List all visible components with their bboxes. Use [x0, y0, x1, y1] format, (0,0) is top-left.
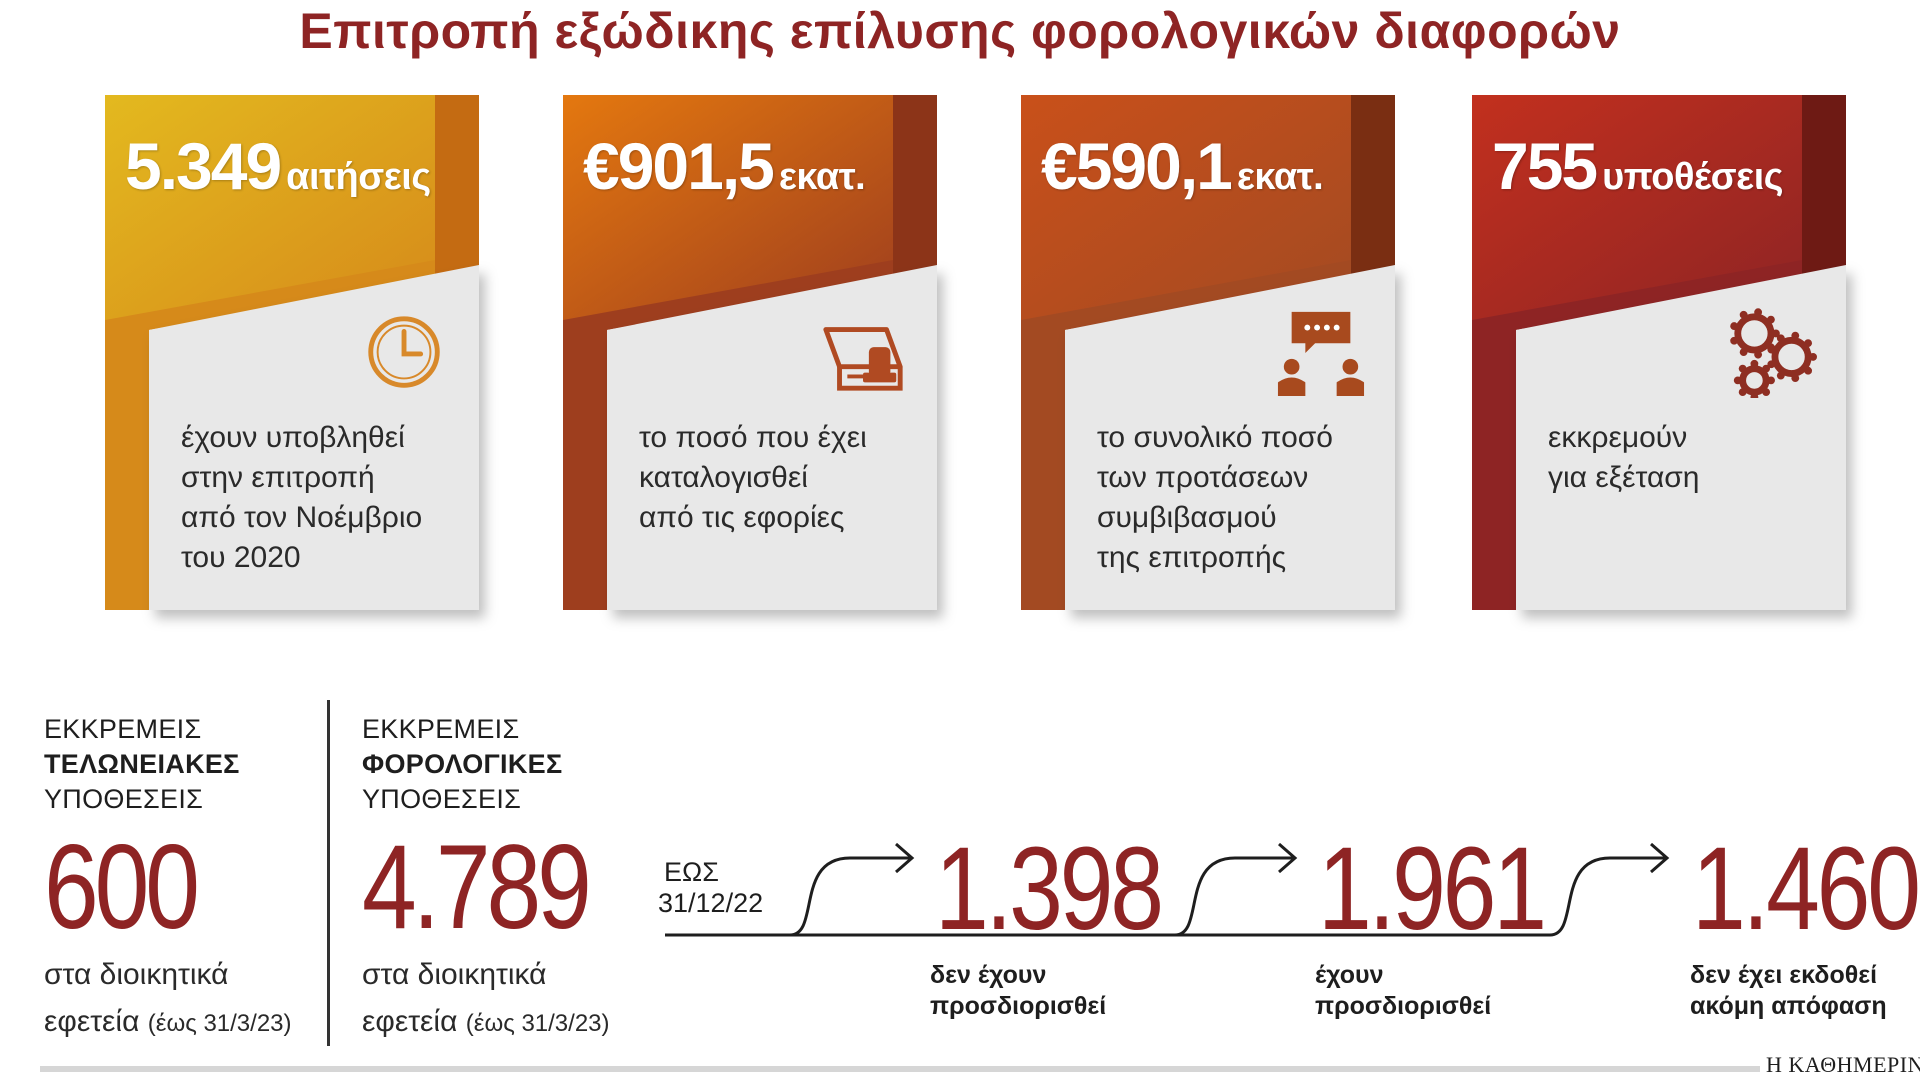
stat-card-4: 755 υποθέσεις εκκρεμούν για εξέταση	[1472, 90, 1872, 630]
card-number: 755	[1492, 129, 1598, 203]
card-unit: υποθέσεις	[1602, 156, 1784, 198]
flow-start-label: ΕΩΣ 31/12/22	[658, 857, 764, 918]
card-unit: αιτήσεις	[286, 156, 431, 198]
card-description-line: έχουν υποβληθεί	[181, 421, 405, 454]
stamp-document-icon	[823, 327, 903, 391]
card-description: έχουν υποβληθεί στην επιτροπή από τον Νοέμ…	[181, 418, 491, 578]
stat-card-3: €590,1 εκατ. το συνολικό ποσό των προτάσεων…	[1021, 90, 1421, 630]
gears-icon	[1730, 308, 1817, 398]
tax-label-2: ΦΟΡΟΛΟΓΙΚΕΣ	[362, 749, 563, 779]
tax-sub-1: στα διοικητικά	[362, 958, 547, 991]
source-credit: Η ΚΑΘΗΜΕΡΙΝΗ	[1766, 1052, 1920, 1077]
customs-label-1: ΕΚΚΡΕΜΕΙΣ	[44, 714, 202, 744]
flow-label-2: έχουν προσδιορισθεί	[1315, 961, 1492, 1020]
customs-sub-1: στα διοικητικά	[44, 958, 229, 991]
card-description-line: από τον Νοέμβριο	[181, 501, 423, 534]
flow-label-1: δεν έχουν προσδιορισθεί	[930, 961, 1107, 1020]
card-description-line: των προτάσεων	[1097, 461, 1309, 494]
card-value: 5.349 αιτήσεις	[125, 128, 505, 204]
clock-icon	[368, 316, 440, 388]
customs-note: (έως 31/3/23)	[147, 1010, 292, 1037]
card-frame	[563, 95, 937, 610]
flow-value-3: 1.460	[1692, 823, 1920, 955]
flow-arrowhead-3	[1650, 842, 1670, 874]
card-description-line: στην επιτροπή	[181, 461, 375, 494]
card-description: το συνολικό ποσό των προτάσεων συμβιβασμού…	[1097, 418, 1407, 578]
card-frame	[105, 95, 479, 610]
flow-curve-2	[1174, 856, 1293, 937]
card-description-line: το συνολικό ποσό	[1097, 421, 1333, 454]
flow-arrowhead-2	[1278, 842, 1298, 874]
bottom-rule	[40, 1066, 1760, 1072]
tax-label-1: ΕΚΚΡΕΜΕΙΣ	[362, 714, 520, 744]
card-number: €590,1	[1041, 129, 1233, 203]
card-description-line: συμβιβασμού	[1097, 501, 1277, 534]
card-description-line: καταλογισθεί	[639, 461, 808, 494]
customs-label-2: ΤΕΛΩΝΕΙΑΚΕΣ	[44, 749, 240, 779]
card-description: εκκρεμούν για εξέταση	[1548, 418, 1858, 498]
stat-card-1: 5.349 αιτήσεις έχουν υποβληθεί στην επιτροπ…	[105, 90, 505, 630]
card-description-line: το ποσό που έχει	[639, 421, 867, 454]
customs-block: ΕΚΚΡΕΜΕΙΣ ΤΕΛΩΝΕΙΑΚΕΣ ΥΠΟΘΕΣΕΙΣ 600 στα …	[44, 712, 292, 1043]
card-description-line: για εξέταση	[1548, 461, 1700, 494]
tax-sub-2: εφετεία (έως 31/3/23)	[362, 1005, 610, 1038]
card-number: €901,5	[583, 129, 775, 203]
card-description-line: του 2020	[181, 541, 301, 574]
card-value: €590,1 εκατ.	[1041, 128, 1421, 204]
card-unit: εκατ.	[778, 156, 866, 198]
flow-value-2: 1.961	[1318, 823, 1547, 955]
tax-label-3: ΥΠΟΘΕΣΕΙΣ	[362, 784, 522, 814]
card-description: το ποσό που έχει καταλογισθεί από τις εφορ…	[639, 418, 949, 538]
flow-value-1: 1.398	[935, 823, 1164, 955]
tax-block: ΕΚΚΡΕΜΕΙΣ ΦΟΡΟΛΟΓΙΚΕΣ ΥΠΟΘΕΣΕΙΣ 4.789 στ…	[362, 712, 637, 1043]
conversation-icon	[1277, 311, 1365, 397]
card-description-line: από τις εφορίες	[639, 501, 845, 534]
card-description-line: εκκρεμούν	[1548, 421, 1688, 454]
chart-title: Επιτροπή εξώδικης επίλυσης φορολογικών δ…	[299, 3, 1621, 59]
stat-card-2: €901,5 εκατ. το ποσό που έχει καταλογισθεί α…	[563, 90, 963, 630]
card-number: 5.349	[125, 129, 282, 203]
tax-value: 4.789	[362, 820, 592, 954]
customs-sub-2: εφετεία (έως 31/3/23)	[44, 1005, 292, 1038]
card-description-line: της επιτροπής	[1097, 541, 1287, 574]
card-frame	[1021, 95, 1395, 610]
card-value: 755 υποθέσεις	[1492, 128, 1872, 204]
card-value: €901,5 εκατ.	[583, 128, 963, 204]
flow-curve-3	[1549, 856, 1665, 937]
tax-note: (έως 31/3/23)	[465, 1010, 610, 1037]
card-unit: εκατ.	[1236, 156, 1324, 198]
flow-label-3: δεν έχει εκδοθεί ακόμη απόφαση	[1690, 961, 1887, 1020]
vertical-divider	[327, 700, 330, 1046]
flow-arrowhead-1	[895, 842, 915, 874]
customs-value: 600	[44, 820, 200, 954]
flow-curve-1	[789, 856, 910, 937]
customs-label-3: ΥΠΟΘΕΣΕΙΣ	[44, 784, 204, 814]
